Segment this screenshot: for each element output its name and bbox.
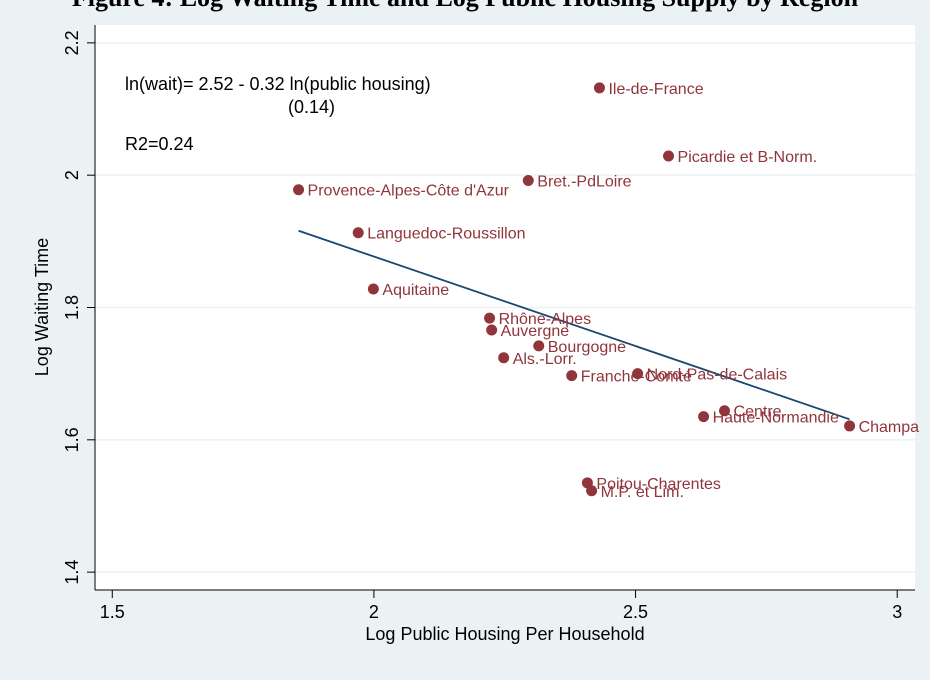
point <box>663 150 675 162</box>
x-tick-label: 1.5 <box>100 602 125 622</box>
point <box>698 411 710 423</box>
point <box>719 405 731 417</box>
y-tick-label: 1.6 <box>62 427 82 452</box>
point-label: Centre <box>734 404 782 421</box>
y-tick-label: 1.4 <box>62 560 82 585</box>
annotation: (0.14) <box>288 97 335 117</box>
y-tick-label: 2.2 <box>62 30 82 55</box>
point <box>486 324 498 336</box>
point <box>566 370 578 382</box>
point-label: Aquitaine <box>382 282 449 299</box>
point <box>632 368 644 380</box>
point-label: Poitou-Charentes <box>596 476 721 493</box>
point-label: Haute-Normandie <box>713 410 839 427</box>
point-label: Languedoc-Roussillon <box>367 226 525 243</box>
fit-line <box>298 229 850 421</box>
point-label: Nord-Pas-de-Calais <box>647 367 788 384</box>
point-label: Rhône-Alpes <box>499 311 592 328</box>
point-label: Picardie et B-Norm. <box>678 149 818 166</box>
chart-title: Figure 4: Log Waiting Time and Log Publi… <box>72 0 859 12</box>
point-label: M.P. et Lim. <box>601 484 684 501</box>
point-label: Als.-Lorr. <box>513 351 577 368</box>
annotation: R2=0.24 <box>125 134 194 154</box>
annotation: ln(wait)= 2.52 - 0.32 ln(public housing) <box>125 74 431 94</box>
point <box>293 184 305 196</box>
x-axis-label: Log Public Housing Per Household <box>365 624 644 644</box>
x-tick-label: 3 <box>892 602 902 622</box>
y-tick-label: 1.8 <box>62 295 82 320</box>
point <box>352 227 364 239</box>
point-label: Bret.-PdLoire <box>537 173 631 190</box>
point <box>484 312 496 324</box>
point <box>593 82 605 94</box>
y-axis-label: Log Waiting Time <box>32 238 52 376</box>
point <box>522 174 534 186</box>
point <box>533 340 545 352</box>
point <box>498 352 510 364</box>
point <box>367 283 379 295</box>
point-label: Provence-Alpes-Côte d'Azur <box>308 183 510 200</box>
x-tick-label: 2.5 <box>623 602 648 622</box>
point-label: Auvergne <box>501 323 570 340</box>
x-tick-label: 2 <box>369 602 379 622</box>
point-label: Bourgogne <box>548 339 626 356</box>
point-label: Champa <box>859 419 920 436</box>
y-tick-label: 2 <box>62 170 82 180</box>
point <box>844 420 856 432</box>
point-label: Ile-de-France <box>608 81 703 98</box>
point <box>586 485 598 497</box>
